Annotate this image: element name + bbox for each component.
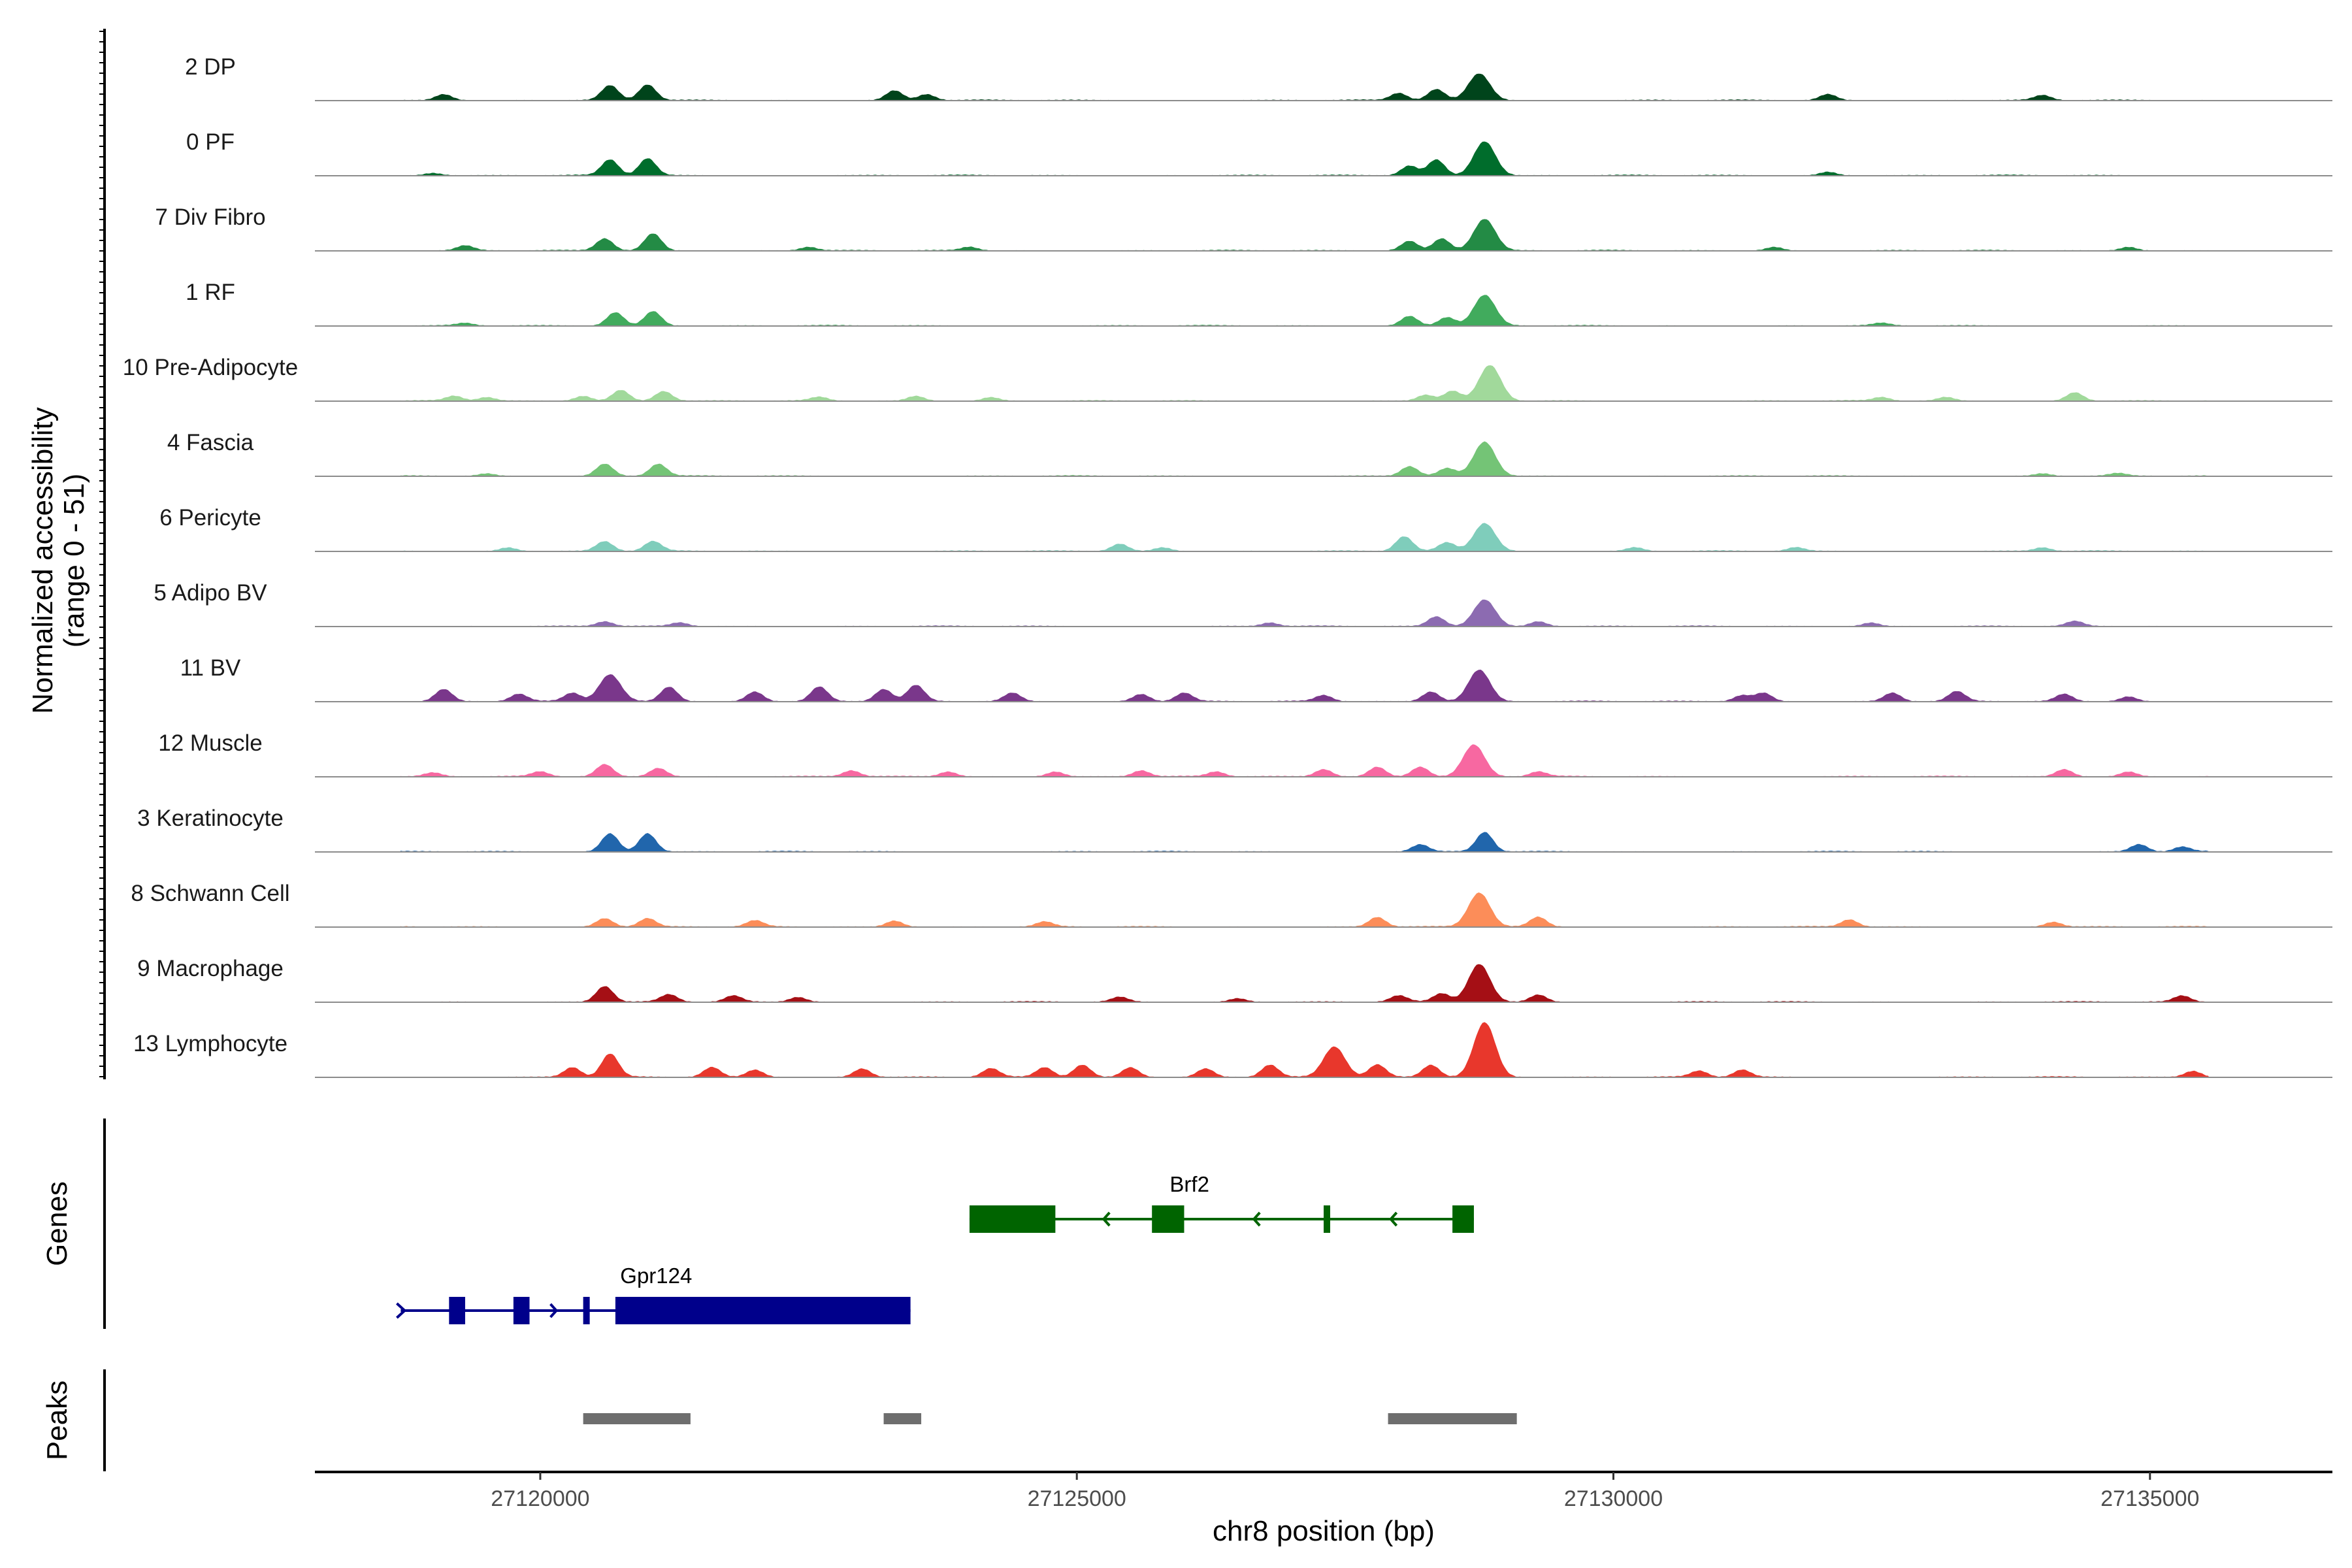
track-1: 2 DP	[185, 54, 2332, 101]
track-label: 0 PF	[186, 129, 235, 155]
y-axis-ticks	[99, 31, 105, 1077]
track-11: 3 Keratinocyte	[137, 806, 2332, 853]
x-axis-title: chr8 position (bp)	[1213, 1515, 1435, 1547]
gene-exon	[1324, 1205, 1330, 1233]
track-label: 7 Div Fibro	[155, 204, 265, 230]
track-label: 6 Pericyte	[159, 505, 261, 531]
coverage-area	[400, 1022, 2210, 1078]
gene-exon	[513, 1297, 530, 1324]
track-9: 11 BV	[180, 655, 2332, 702]
genes-track-label: Genes	[41, 1181, 73, 1266]
track-label: 1 RF	[186, 280, 235, 305]
gene-exon	[449, 1297, 465, 1324]
track-4: 1 RF	[186, 280, 2332, 327]
track-label: 10 Pre-Adipocyte	[123, 355, 298, 380]
track-label: 5 Adipo BV	[154, 580, 267, 606]
gene-brf2: Brf2	[969, 1172, 1474, 1233]
track-3: 7 Div Fibro	[155, 204, 2332, 252]
gene-label: Gpr124	[620, 1264, 692, 1288]
x-tick-label: 27135000	[2100, 1486, 2199, 1511]
strand-arrow	[1102, 1211, 1111, 1227]
coverage-area	[400, 523, 2210, 552]
coverage-tracks: 2 DP 0 PF 7 Div Fibro 1 RF 10 Pre-Adipocyte 4…	[123, 54, 2332, 1078]
gene-exon	[615, 1297, 911, 1324]
peak-regions	[583, 1413, 1517, 1424]
y-axis-title: Normalized accessibility	[27, 407, 59, 713]
track-5: 10 Pre-Adipocyte	[123, 355, 2332, 402]
x-tick-label: 27120000	[491, 1486, 589, 1511]
peak-region	[583, 1413, 691, 1424]
coverage-area	[400, 141, 2210, 176]
track-label: 3 Keratinocyte	[137, 806, 284, 831]
peaks-track-label: Peaks	[41, 1380, 73, 1460]
track-label: 9 Macrophage	[137, 956, 284, 981]
strand-arrow	[1252, 1211, 1261, 1227]
track-10: 12 Muscle	[158, 730, 2332, 777]
coverage-area	[400, 73, 2210, 101]
track-12: 8 Schwann Cell	[131, 881, 2332, 928]
gene-exon	[1452, 1205, 1474, 1233]
track-2: 0 PF	[186, 129, 2332, 176]
coverage-area	[400, 295, 2210, 327]
y-axis-title-range: (range 0 - 51)	[58, 474, 90, 648]
track-14: 13 Lymphocyte	[133, 1022, 2332, 1078]
track-label: 4 Fascia	[167, 430, 254, 455]
gene-exon	[1152, 1205, 1184, 1233]
x-tick-label: 27130000	[1564, 1486, 1663, 1511]
coverage-area	[400, 744, 2210, 777]
peak-region	[1388, 1413, 1517, 1424]
gene-exon	[969, 1205, 1056, 1233]
coverage-area	[400, 365, 2210, 402]
track-7: 6 Pericyte	[159, 505, 2332, 552]
coverage-area	[400, 669, 2210, 702]
x-tick-label: 27125000	[1028, 1486, 1126, 1511]
coverage-area	[400, 441, 2210, 477]
gene-gpr124: Gpr124	[396, 1264, 911, 1324]
coverage-area	[400, 832, 2210, 853]
track-label: 11 BV	[180, 655, 241, 681]
gene-label: Brf2	[1169, 1172, 1209, 1196]
coverage-area	[400, 892, 2210, 928]
track-label: 2 DP	[185, 54, 236, 80]
track-6: 4 Fascia	[167, 430, 2332, 477]
track-8: 5 Adipo BV	[154, 580, 2332, 627]
gene-models: Brf2 Gpr124	[396, 1172, 1474, 1324]
coverage-area	[400, 599, 2210, 627]
track-label: 13 Lymphocyte	[133, 1031, 287, 1056]
strand-arrow	[1388, 1211, 1398, 1227]
x-axis-ticks: 27120000 27125000 27130000 27135000	[491, 1472, 2199, 1511]
peak-region	[883, 1413, 922, 1424]
track-label: 8 Schwann Cell	[131, 881, 289, 906]
track-label: 12 Muscle	[158, 730, 263, 756]
coverage-area	[400, 219, 2210, 252]
coverage-area	[400, 964, 2210, 1003]
strand-arrow	[396, 1302, 407, 1319]
strand-arrow	[549, 1303, 559, 1318]
gene-exon	[583, 1297, 590, 1324]
track-13: 9 Macrophage	[137, 956, 2332, 1003]
accessibility-y-axis	[99, 29, 106, 1079]
